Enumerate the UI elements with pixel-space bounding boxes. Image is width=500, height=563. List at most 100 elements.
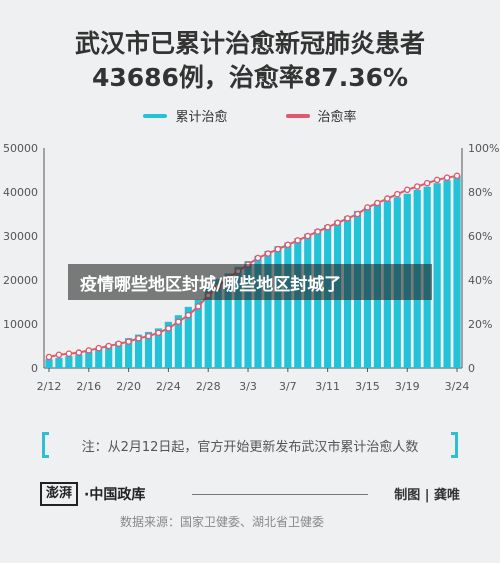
y-tick-label: 50000: [3, 142, 38, 155]
legend-item-rate: 治愈率: [285, 106, 357, 125]
bar: [154, 328, 163, 368]
rate-point: [75, 349, 83, 356]
bar: [85, 351, 93, 368]
y-tick-label: 0: [31, 362, 38, 375]
legend-item-cured: 累计治愈: [143, 106, 228, 125]
rate-point: [125, 338, 132, 345]
rate-point: [314, 228, 321, 235]
rate-point: [145, 332, 152, 340]
legend-label-rate: 治愈率: [317, 110, 357, 125]
y2-tick-label: 100%: [468, 142, 499, 155]
rate-point: [115, 340, 122, 348]
x-tick-label: 2/28: [196, 380, 221, 393]
chart-note: 注：从2月12日起，官方开始更新发布武汉市累计治愈人数: [42, 432, 458, 458]
x-tick-label: 2/24: [156, 380, 181, 393]
y2-tick-label: 80%: [468, 186, 492, 199]
rate-point: [194, 303, 202, 310]
chart-legend: 累计治愈 治愈率: [0, 106, 500, 125]
rate-point: [284, 241, 292, 249]
legend-swatch-bars: [143, 113, 168, 118]
x-tick-label: 2/12: [37, 380, 62, 393]
y-tick-label: 10000: [3, 318, 38, 331]
rate-point: [403, 186, 411, 194]
bar: [433, 183, 441, 368]
bar: [234, 266, 242, 368]
rate-point: [374, 199, 381, 207]
note-bracket-left: [42, 432, 49, 458]
x-tick-label: 3/11: [315, 380, 340, 393]
rate-point: [105, 342, 112, 350]
x-tick-label: 3/7: [279, 380, 297, 393]
bar: [264, 250, 272, 368]
bar: [184, 306, 192, 368]
rate-point: [344, 215, 351, 222]
bar: [304, 233, 312, 368]
rate-point: [85, 347, 93, 354]
rate-point: [175, 318, 182, 326]
bar: [95, 348, 103, 368]
bar: [105, 345, 113, 368]
rate-point: [185, 311, 192, 319]
logo-text: ·中国政库: [84, 487, 146, 503]
rate-point: [394, 190, 401, 198]
bar: [45, 359, 53, 368]
bar: [244, 261, 252, 368]
legend-swatch-line: [285, 113, 310, 118]
bar: [115, 341, 123, 368]
bar: [214, 279, 222, 368]
x-tick-label: 2/16: [76, 380, 101, 393]
note-text: 注：从2月12日起，官方开始更新发布武汉市累计治愈人数: [81, 439, 419, 455]
rate-point: [324, 223, 331, 231]
rate-point: [55, 351, 63, 359]
publisher-logo: 澎湃 ·中国政库: [40, 482, 145, 506]
rate-point: [95, 344, 103, 352]
rate-point: [413, 183, 421, 190]
rate-point: [135, 334, 142, 342]
rate-point: [155, 329, 162, 337]
x-tick-label: 2/20: [116, 380, 141, 393]
rate-point: [65, 350, 73, 357]
bar: [284, 242, 292, 368]
rate-point: [274, 245, 282, 253]
bar: [443, 180, 451, 368]
bar: [134, 334, 143, 368]
footer: 澎湃 ·中国政库 制图 | 龚唯: [40, 482, 460, 508]
x-tick-label: 3/3: [239, 380, 257, 393]
rate-point: [304, 232, 312, 240]
footer-divider: [192, 494, 368, 495]
y-tick-label: 20000: [3, 274, 38, 287]
rate-point: [165, 325, 172, 332]
bar: [254, 255, 262, 368]
legend-label-cured: 累计治愈: [175, 110, 228, 125]
rate-point: [294, 237, 302, 244]
rate-point: [45, 353, 53, 361]
bar: [204, 288, 212, 368]
bar: [164, 321, 172, 368]
bar: [174, 315, 182, 368]
rate-point: [433, 176, 441, 184]
y2-tick-label: 60%: [468, 230, 492, 243]
data-source: 数据来源：国家卫健委、湖北省卫健委: [120, 515, 325, 529]
y2-tick-label: 0: [468, 362, 475, 375]
bar: [75, 354, 83, 368]
bar: [144, 331, 153, 368]
rate-point: [423, 179, 431, 187]
y-tick-label: 30000: [3, 230, 38, 243]
note-bracket-right: [451, 432, 458, 458]
rate-point: [453, 172, 461, 180]
caption-overlay: 疫情哪些地区封城/哪些地区封城了: [68, 264, 432, 300]
chart-title-line1: 武汉市已累计治愈新冠肺炎患者: [74, 29, 425, 58]
bar: [194, 299, 202, 368]
rate-point: [334, 219, 341, 227]
y-tick-label: 40000: [3, 186, 38, 199]
bar: [65, 356, 73, 368]
rate-point: [264, 250, 272, 257]
chart-credit: 制图 | 龚唯: [394, 488, 460, 503]
y2-tick-label: 40%: [468, 274, 492, 287]
x-tick-label: 3/19: [395, 380, 420, 393]
bar: [274, 246, 282, 368]
rate-point: [254, 254, 262, 262]
logo-mark: 澎湃: [40, 482, 79, 506]
x-tick-label: 3/24: [445, 380, 470, 393]
bar: [55, 357, 63, 368]
